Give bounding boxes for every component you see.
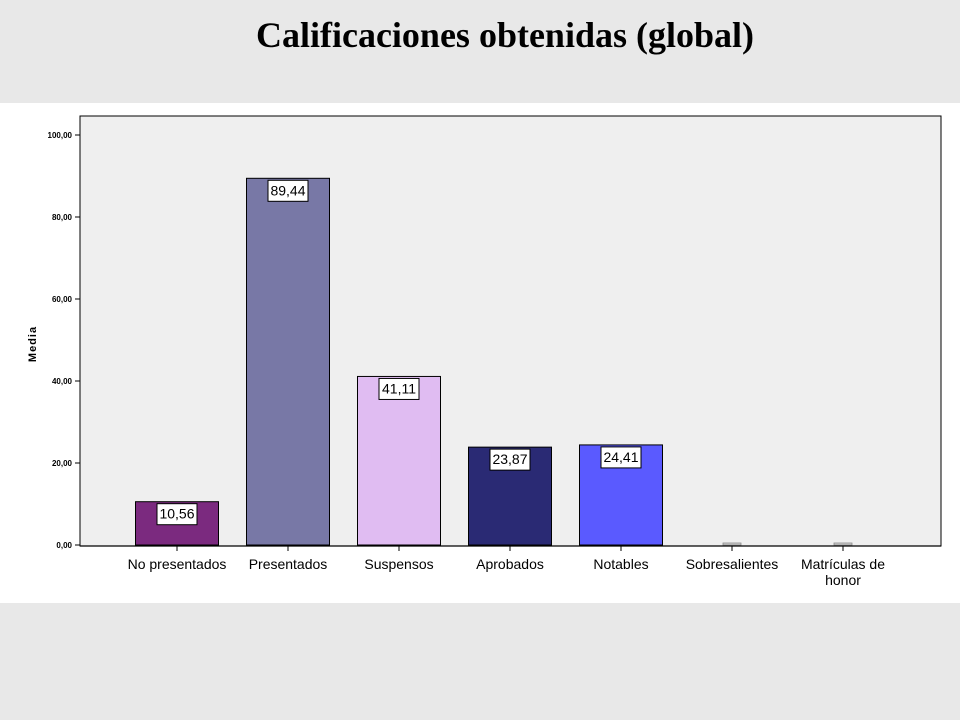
x-tick-label: Aprobados <box>476 556 544 572</box>
bar <box>722 542 742 546</box>
data-label: 89,44 <box>270 182 305 198</box>
bar-chart: 0,00 20,00 40,00 60,00 80,00 100,00 10,56 89,4… <box>27 115 942 588</box>
slide-title: Calificaciones obtenidas (global) <box>255 15 754 55</box>
data-label: 23,87 <box>492 451 527 467</box>
data-label-box <box>156 503 198 526</box>
x-tick-label: No presentados <box>128 556 227 572</box>
x-tick-label: Matrículas de honor <box>801 556 885 588</box>
bar <box>833 542 853 546</box>
data-label-box <box>378 377 420 400</box>
y-tick-label: 60,00 <box>52 295 73 304</box>
x-tick-label: Sobresalientes <box>686 556 779 572</box>
y-tick-label: 40,00 <box>52 377 73 386</box>
data-label: 10,56 <box>159 506 194 522</box>
y-tick-label: 100,00 <box>48 131 73 140</box>
bar <box>246 177 330 546</box>
x-tick-label: Suspensos <box>364 556 433 572</box>
x-tick-label: Notables <box>593 556 648 572</box>
bar <box>468 446 552 546</box>
y-tick-label: 80,00 <box>52 213 73 222</box>
data-label-box <box>600 446 642 469</box>
y-tick-label: 0,00 <box>56 541 72 550</box>
y-axis-title: Media <box>27 326 39 362</box>
data-label-box <box>267 179 309 202</box>
x-tick-label: Presentados <box>249 556 328 572</box>
chart-panel: 0,00 20,00 40,00 60,00 80,00 100,00 10,56 89,4… <box>0 103 960 603</box>
y-tick-label: 20,00 <box>52 459 73 468</box>
bar <box>357 375 441 546</box>
data-label-box <box>489 448 531 471</box>
data-label: 41,11 <box>382 380 416 396</box>
data-label: 24,41 <box>603 449 638 465</box>
